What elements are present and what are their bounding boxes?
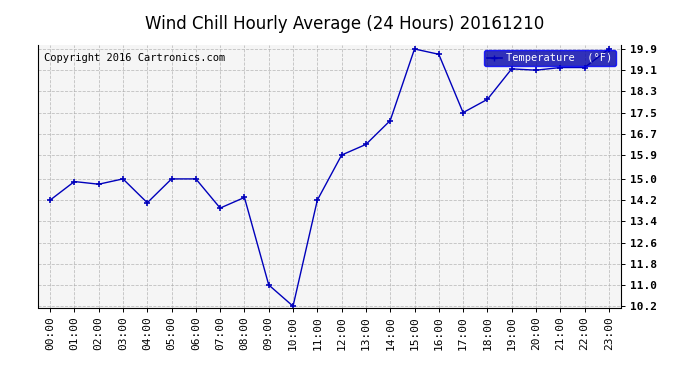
Legend: Temperature  (°F): Temperature (°F) <box>484 50 615 66</box>
Text: Wind Chill Hourly Average (24 Hours) 20161210: Wind Chill Hourly Average (24 Hours) 201… <box>146 15 544 33</box>
Text: Copyright 2016 Cartronics.com: Copyright 2016 Cartronics.com <box>43 53 225 63</box>
